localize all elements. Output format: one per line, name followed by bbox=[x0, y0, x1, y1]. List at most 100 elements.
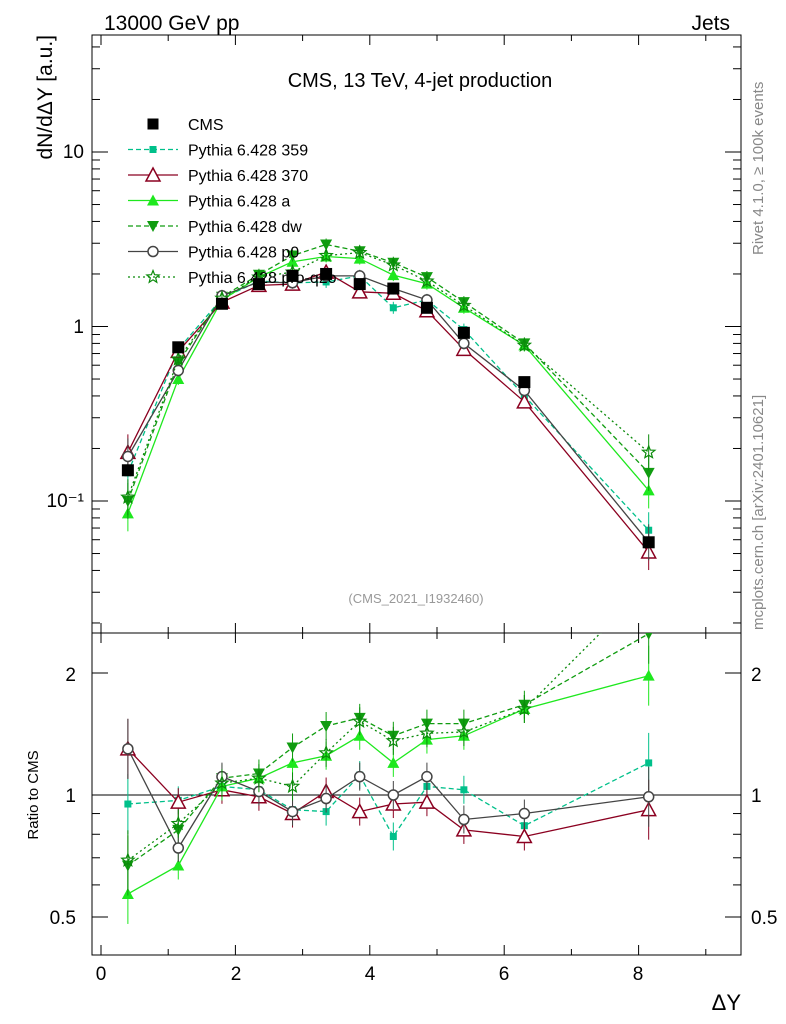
legend-entry: Pythia 6.428 pro-q2o bbox=[128, 268, 337, 287]
data-point bbox=[170, 350, 187, 366]
legend-marker bbox=[147, 118, 159, 130]
ratio-line-pythia-6-428-dw bbox=[127, 633, 650, 867]
y-tick-label-10: 10 bbox=[63, 142, 84, 163]
ratio-point bbox=[353, 770, 366, 783]
ratio-point bbox=[642, 791, 655, 803]
ratio-point bbox=[421, 770, 433, 783]
data-point bbox=[351, 244, 368, 260]
ratio-point bbox=[251, 770, 267, 785]
data-point bbox=[642, 536, 655, 549]
ratio-point bbox=[120, 852, 136, 867]
legend-label: Pythia 6.428 a bbox=[188, 194, 290, 211]
series-line-pythia-6-428-a bbox=[127, 255, 650, 514]
data-point bbox=[215, 297, 228, 310]
ratio-tick-left-1: 1 bbox=[65, 786, 76, 807]
ratio-point bbox=[122, 743, 134, 755]
ratio-point bbox=[419, 725, 435, 740]
data-point bbox=[640, 444, 657, 459]
data-point bbox=[320, 267, 333, 280]
legend-label: Pythia 6.428 p0 bbox=[188, 245, 299, 262]
legend: CMS Pythia 6.428 359 Pythia 6.428 370 Pythi… bbox=[128, 117, 337, 287]
ratio-series-pythia-6-428-a bbox=[121, 645, 655, 924]
x-tick-label-2: 2 bbox=[231, 964, 242, 985]
series-pythia-6-428-370 bbox=[119, 263, 657, 571]
data-point bbox=[172, 373, 185, 385]
mcplots-reference-label: mcplots.cern.ch [arXiv:2401.10621] bbox=[750, 395, 767, 630]
ratio-line-pythia-6-428-359 bbox=[127, 762, 649, 838]
ratio-tick-right-2: 2 bbox=[751, 665, 762, 686]
legend-marker bbox=[147, 221, 159, 232]
ratio-point bbox=[286, 756, 299, 768]
series-line-pythia-6-428-dw bbox=[127, 243, 650, 502]
ratio-line-pythia-6-428-a bbox=[127, 675, 649, 895]
x-axis-label: ΔY bbox=[712, 990, 742, 1015]
ratio-tick-right-0-5: 0.5 bbox=[751, 908, 777, 929]
legend-entry: Pythia 6.428 359 bbox=[128, 143, 308, 160]
ratio-point bbox=[320, 792, 332, 805]
ratio-point bbox=[645, 633, 653, 640]
ratio-point bbox=[456, 723, 472, 739]
y-tick-label-0-1: 10⁻¹ bbox=[47, 491, 85, 512]
data-point bbox=[387, 282, 400, 295]
data-point bbox=[419, 272, 435, 288]
ratio-line-pythia-6-428-370 bbox=[127, 748, 649, 838]
series-cms bbox=[121, 267, 655, 549]
series-line-pythia-6-428-370 bbox=[127, 271, 650, 553]
data-point bbox=[172, 364, 185, 377]
ratio-point bbox=[518, 807, 531, 820]
ratio-series-pythia-6-428-dw bbox=[121, 633, 653, 896]
rivet-version-label: Rivet 4.1.0, ≥ 100k events bbox=[750, 82, 767, 255]
ratio-tick-left-2: 2 bbox=[65, 665, 76, 686]
legend-entry: Pythia 6.428 a bbox=[128, 194, 290, 211]
data-point bbox=[320, 239, 333, 251]
data-point bbox=[318, 247, 334, 263]
data-point bbox=[121, 464, 134, 477]
data-point bbox=[456, 297, 472, 313]
legend-entry: Pythia 6.428 p0 bbox=[128, 245, 299, 262]
data-point bbox=[516, 337, 533, 352]
legend-entry: CMS bbox=[147, 117, 224, 134]
legend-marker bbox=[145, 268, 161, 284]
ratio-point bbox=[172, 842, 185, 854]
ratio-point bbox=[387, 789, 400, 801]
x-tick-label-8: 8 bbox=[633, 964, 644, 985]
data-point bbox=[252, 278, 265, 291]
data-point bbox=[458, 337, 470, 350]
legend-marker bbox=[147, 245, 159, 258]
data-point bbox=[353, 278, 366, 291]
data-point bbox=[420, 301, 433, 314]
ratio-point bbox=[458, 813, 470, 826]
main-y-axis-label: dN/dΔY [a.u.] bbox=[34, 35, 57, 160]
ratio-panel: Ratio to CMS 2 1 0.5 2 1 0.5 0 2 4 6 8 Δ… bbox=[25, 632, 777, 1015]
series-pythia-6-428-p0 bbox=[122, 269, 655, 561]
legend-entry: Pythia 6.428 370 bbox=[128, 166, 308, 185]
series-pythia-6-428-359 bbox=[124, 269, 653, 549]
main-axis-ticks bbox=[92, 35, 741, 633]
data-point bbox=[387, 269, 400, 281]
ratio-point bbox=[385, 732, 402, 748]
data-point bbox=[389, 304, 397, 312]
ratio-plot-frame bbox=[91, 632, 742, 956]
ratio-point bbox=[351, 713, 368, 728]
data-point bbox=[457, 326, 470, 339]
ratio-point bbox=[387, 756, 400, 768]
ratio-point bbox=[460, 786, 468, 794]
data-point bbox=[120, 489, 136, 504]
legend-marker bbox=[149, 146, 157, 153]
x-tick-label-0: 0 bbox=[96, 964, 107, 985]
ratio-point bbox=[389, 832, 397, 840]
data-point bbox=[286, 269, 299, 282]
ratio-point bbox=[124, 800, 132, 808]
analysis-id-label: (CMS_2021_I1932460) bbox=[348, 591, 483, 606]
legend-label: Pythia 6.428 pro-q2o bbox=[188, 270, 337, 287]
data-point bbox=[172, 341, 185, 354]
data-point bbox=[122, 450, 134, 463]
data-point bbox=[286, 250, 299, 262]
ratio-point bbox=[516, 700, 533, 716]
ratio-point bbox=[642, 669, 655, 681]
data-point bbox=[351, 283, 368, 299]
x-tick-label-4: 4 bbox=[365, 964, 376, 985]
legend-entry: Pythia 6.428 dw bbox=[128, 219, 302, 236]
data-point bbox=[322, 278, 330, 286]
